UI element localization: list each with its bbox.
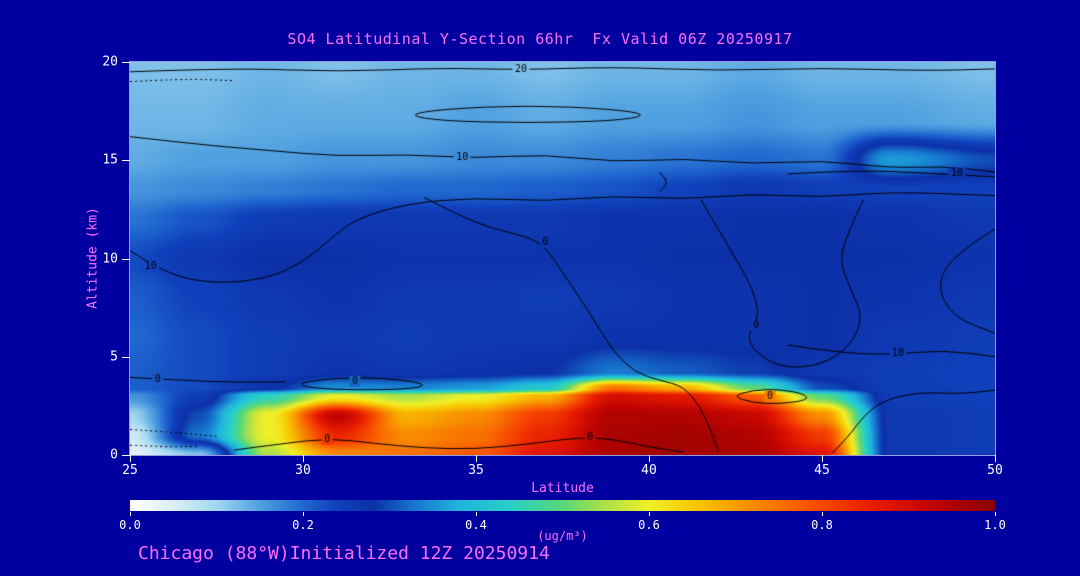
colorbar-tick-label: 0.6 [638,518,660,532]
plot-area: 20 15 10 5 0 25 30 35 40 45 50 [102,56,1002,478]
y-tick-label: 20 [102,54,118,70]
colorbar-units-label: (ug/m³) [537,529,588,543]
x-axis-tick-mark [995,455,996,462]
x-tick-label: 50 [987,463,1003,478]
init-info-text: Chicago (88°W)Initialized 12Z 20250914 [138,543,550,564]
colorbar-tick-label: 0.8 [811,518,833,532]
colorbar-tick-mark [822,512,823,516]
y-axis-tick-mark [122,62,130,63]
plot-title: SO4 Latitudinal Y-Section 66hr Fx Valid … [287,30,793,48]
x-tick-label: 30 [295,463,311,478]
x-axis-tick-mark [822,455,823,462]
y-axis-tick-mark [122,258,130,260]
x-axis-tick-mark [130,455,131,462]
x-tick-label: 25 [122,463,138,478]
colorbar-tick-label: 0.4 [465,518,487,532]
y-axis-tick-mark [122,356,130,358]
colorbar-canvas [130,500,995,511]
y-axis-tick-mark [122,160,130,162]
colorbar-ticks: 0.0 0.2 0.4 0.6 0.8 1.0 [119,511,1006,533]
x-axis-tick-mark [476,455,477,462]
colorbar-tick-mark [303,512,304,516]
y-tick-label: 0 [110,447,118,463]
x-tick-label: 35 [468,463,484,478]
x-tick-label: 40 [641,463,657,478]
colorbar-tick-mark [130,512,131,516]
x-tick-label: 45 [814,463,830,478]
x-axis-tick-mark [303,455,304,462]
y-tick-label: 5 [110,349,118,365]
colorbar-tick-mark [649,512,650,516]
x-axis-label: Latitude [531,481,594,496]
y-tick-label: 15 [102,152,118,168]
y-axis-label: Altitude (km) [85,207,101,309]
heatmap-canvas [130,62,995,455]
x-axis-tick-mark [649,455,650,462]
y-axis-tick-mark [122,455,130,456]
colorbar-tick-label: 0.0 [119,518,141,532]
y-tick-label: 10 [102,251,118,266]
colorbar-tick-label: 0.2 [292,518,314,532]
colorbar-tick-mark [476,512,477,516]
colorbar-tick-mark [995,512,996,516]
colorbar-tick-label: 1.0 [984,518,1006,532]
